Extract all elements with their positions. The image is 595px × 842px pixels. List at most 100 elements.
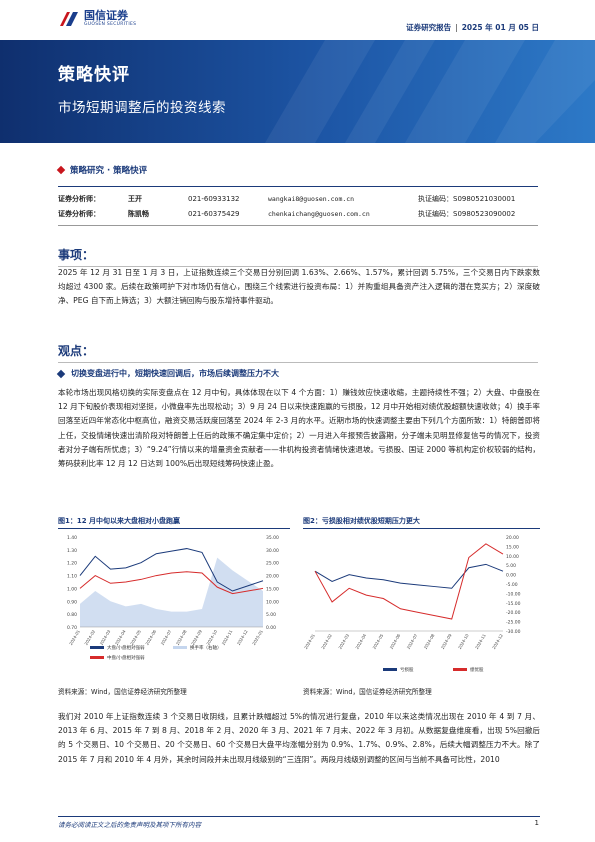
x-tick-label: 2024-03 [99, 629, 112, 646]
x-tick-label: 2024-10 [205, 629, 218, 646]
legend-swatch [383, 668, 397, 671]
x-tick-label: 2025-01 [251, 629, 264, 646]
y-tick-label: 15.00 [506, 544, 519, 550]
analyst-email[interactable]: wangkai8@guosen.com.cn [268, 195, 355, 203]
logo: 国信证券 GUOSEN SECURITIES [58, 10, 136, 28]
report-category: 策略研究 · 策略快评 [56, 164, 148, 176]
analyst-email[interactable]: chenkaichang@guosen.com.cn [268, 210, 370, 218]
chart-area-series [80, 557, 263, 627]
y2-tick-label: 30.00 [266, 548, 279, 554]
analyst-row: 证券分析师： 王开 021-60933132 wangkai8@guosen.c… [58, 192, 538, 207]
figure-2-title: 图2：亏损股相对绩优股短期压力更大 [303, 516, 540, 529]
y2-tick-label: 20.00 [266, 574, 279, 580]
x-tick-label: 2024-11 [221, 629, 234, 646]
x-tick-label: 2024-07 [160, 629, 173, 646]
x-tick-label: 2024-06 [144, 629, 157, 646]
figure-1-title: 图1：12 月中旬以来大盘相对小盘跑赢 [58, 516, 290, 529]
diamond-icon [56, 165, 66, 175]
figure-1-source: 资料来源：Wind，国信证券经济研究所整理 [58, 688, 187, 696]
y-tick-label: 1.20 [67, 561, 77, 567]
y-tick-label: 1.00 [67, 586, 77, 592]
footer-divider [58, 816, 540, 817]
x-tick-label: 2024-04 [114, 629, 127, 646]
chart-line-series [79, 548, 264, 592]
analyst-row: 证券分析师： 陈凯畅 021-60375429 chenkaichang@guo… [58, 207, 538, 222]
footer-disclaimer: 请务必阅读正文之后的免责声明及其项下所有内容 [58, 821, 201, 829]
category-label: 策略研究 · 策略快评 [70, 166, 148, 176]
view-subheading-text: 切换变盘进行中，短期快速回调后，市场后续调整压力不大 [71, 369, 279, 378]
y-tick-label: 5.00 [506, 563, 516, 569]
report-meta: 证券研究报告 | 2025 年 01 月 05 日 [406, 22, 539, 33]
y-tick-label: -5.00 [506, 582, 518, 588]
x-tick-label: 2024-02 [83, 629, 96, 646]
y-tick-label: 0.00 [506, 573, 516, 579]
analyst-phone: 021-60375429 [188, 210, 240, 218]
analyst-cert: 执证编码：S0980521030001 [418, 195, 516, 203]
legend-label: 亏损股 [400, 666, 414, 673]
x-tick-label: 2024-12 [236, 629, 249, 646]
x-tick-label: 2024-09 [190, 629, 203, 646]
diamond-icon [56, 369, 66, 378]
x-tick-label: 2024-05 [129, 629, 142, 646]
analyst-name: 王开 [128, 195, 142, 203]
view-subheading: 切换变盘进行中，短期快速回调后，市场后续调整压力不大 [56, 368, 279, 379]
separator: | [455, 23, 458, 32]
legend-swatch [90, 656, 104, 659]
legend-swatch [453, 668, 467, 671]
banner-decoration [265, 40, 595, 143]
x-tick-label: 2024-03 [337, 633, 350, 650]
report-date: 2025 年 01 月 05 日 [461, 23, 539, 32]
view-paragraph: 本轮市场出现风格切换的实际变盘点在 12 月中旬，具体体现在以下 4 个方面：1… [58, 388, 540, 469]
figure-2-source: 资料来源：Wind，国信证券经济研究所整理 [303, 688, 432, 696]
x-tick-label: 2024-10 [457, 633, 470, 650]
x-tick-label: 2024-08 [175, 629, 188, 646]
analyst-name: 陈凯畅 [128, 210, 149, 218]
chart-line-series [314, 543, 504, 620]
legend-label: 大盘/小盘相对强弱 [107, 644, 145, 651]
y2-tick-label: 15.00 [266, 586, 279, 592]
chart-line-series [314, 563, 504, 589]
analyst-cert: 执证编码：S0980523090002 [418, 210, 516, 218]
y2-tick-label: 0.00 [266, 625, 276, 631]
y2-tick-label: 5.00 [266, 612, 276, 618]
logo-text-en: GUOSEN SECURITIES [84, 22, 137, 27]
legend-label: 换手率（右轴） [190, 644, 222, 651]
y-tick-label: 0.80 [67, 612, 77, 618]
y-tick-label: 1.10 [67, 574, 77, 580]
x-tick-label: 2024-01 [68, 629, 81, 646]
x-tick-label: 2024-12 [491, 633, 504, 650]
legend-label: 中盘/小盘相对强弱 [107, 654, 145, 661]
event-paragraph: 2025 年 12 月 31 日至 1 月 3 日，上证指数连续三个交易日分别回… [58, 268, 540, 306]
x-tick-label: 2024-07 [406, 633, 419, 650]
y-tick-label: 1.40 [67, 535, 77, 541]
y2-tick-label: 10.00 [266, 599, 279, 605]
analyst-phone: 021-60933132 [188, 195, 240, 203]
legend-swatch [90, 646, 104, 649]
x-tick-label: 2024-08 [423, 633, 436, 650]
y-tick-label: 10.00 [506, 554, 519, 560]
analyst-role: 证券分析师： [58, 195, 100, 203]
banner-title: 策略快评 [58, 65, 130, 85]
y-tick-label: -15.00 [506, 601, 521, 607]
chart-line-series [79, 571, 264, 595]
x-tick-label: 2024-09 [440, 633, 453, 650]
analyst-role: 证券分析师： [58, 210, 100, 218]
y2-tick-label: 25.00 [266, 561, 279, 567]
page-number: 1 [534, 819, 539, 827]
y-tick-label: 1.30 [67, 548, 77, 554]
y-tick-label: 0.70 [67, 625, 77, 631]
figure-2-chart: 20.00 15.00 10.00 5.00 0.00 -5.00 -10.00 -15.00… [303, 535, 521, 673]
x-tick-label: 2024-11 [474, 633, 487, 650]
x-tick-label: 2024-02 [320, 633, 333, 650]
y-tick-label: -10.00 [506, 591, 521, 597]
logo-text-cn: 国信证券 [84, 9, 128, 22]
y-tick-label: -30.00 [506, 629, 521, 635]
banner-subtitle: 市场短期调整后的投资线索 [58, 100, 226, 116]
y2-tick-label: 35.00 [266, 535, 279, 541]
report-header: 国信证券 GUOSEN SECURITIES 证券研究报告 | 2025 年 01 … [0, 0, 595, 40]
y-tick-label: -25.00 [506, 620, 521, 626]
legend-swatch [173, 646, 187, 649]
guosen-logo-icon [58, 10, 80, 28]
review-paragraph: 我们对 2010 年上证指数连续 3 个交易日收阴线，且累计跌幅超过 5%的情况… [58, 712, 540, 764]
x-tick-label: 2024-04 [354, 633, 367, 650]
